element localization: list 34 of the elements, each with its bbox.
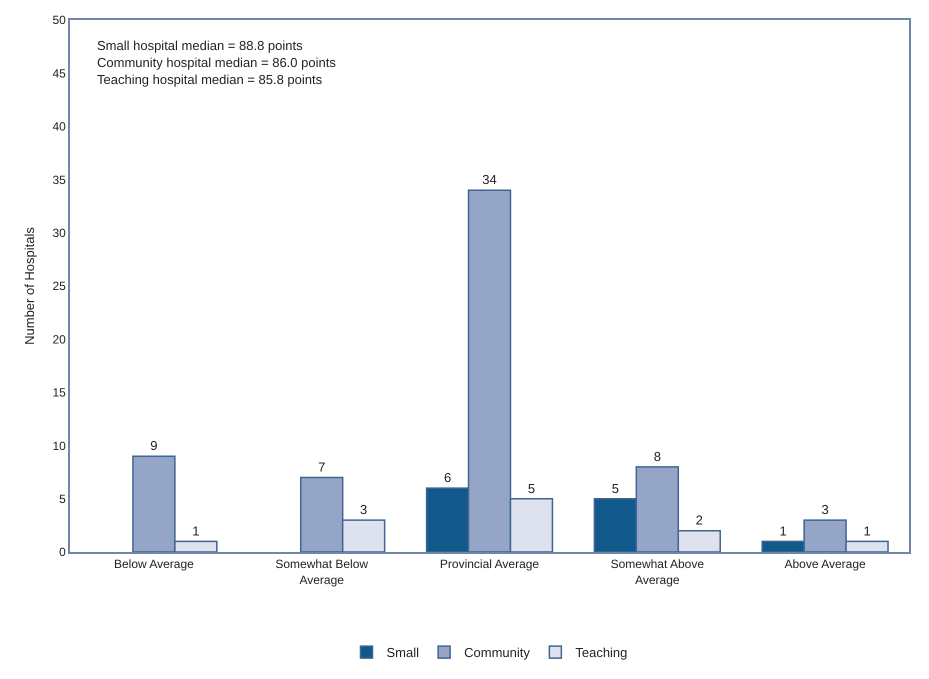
data-label: 34 [482, 172, 497, 188]
y-tick-label: 10 [52, 438, 66, 453]
y-tick-label: 50 [52, 13, 66, 28]
data-label: 9 [150, 438, 158, 454]
x-tick-label: Above Average [784, 557, 866, 572]
data-label: 3 [360, 502, 368, 518]
y-tick-label: 25 [52, 279, 66, 294]
data-label: 8 [654, 448, 661, 464]
y-tick-label: 30 [52, 226, 66, 240]
y-tick-label: 20 [52, 332, 66, 346]
data-label: 1 [863, 523, 871, 538]
legend-label: Teaching [575, 645, 628, 660]
y-tick-label: 40 [52, 120, 66, 134]
legend-label: Community [464, 645, 530, 660]
data-label: 1 [780, 523, 787, 538]
x-tick-label: Below Average [114, 557, 194, 572]
x-tick-label: Somewhat Below Average [275, 557, 368, 587]
data-label: 1 [192, 523, 200, 538]
y-axis-title: Number of Hospitals [22, 226, 37, 345]
data-label: 2 [696, 512, 703, 528]
data-label: 7 [318, 460, 326, 475]
y-tick-label: 5 [59, 492, 66, 506]
y-tick-label: 0 [59, 545, 66, 560]
y-tick-label: 15 [52, 386, 66, 400]
x-tick-label: Somewhat Above Average [610, 557, 704, 587]
legend-label: Small [386, 645, 420, 660]
data-label: 5 [612, 480, 619, 496]
y-tick-label: 35 [52, 172, 66, 187]
annotation: Small hospital median = 88.8 points Community hospital median = 86.0 points Teaching hospital median = 85.8 points [97, 38, 336, 87]
data-label: 6 [444, 470, 452, 486]
data-label: 5 [528, 480, 536, 496]
x-tick-label: Provincial Average [440, 557, 540, 572]
data-label: 3 [821, 502, 829, 518]
y-tick-label: 45 [52, 66, 66, 80]
